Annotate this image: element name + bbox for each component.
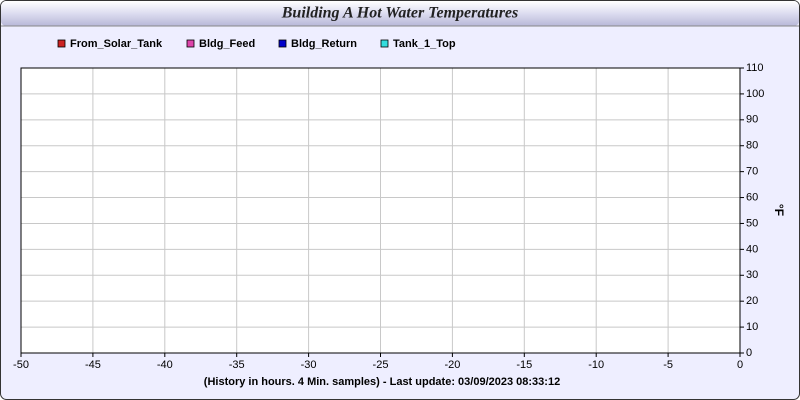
y-tick-label: 100 xyxy=(746,88,764,100)
y-tick-label: 60 xyxy=(746,191,758,203)
x-tick-label: -20 xyxy=(444,359,460,371)
footer: (History in hours. 4 Min. samples) - Las… xyxy=(204,376,560,388)
legend-label: Bldg_Feed xyxy=(199,38,255,50)
y-tick-label: 90 xyxy=(746,114,758,126)
y-tick-label: 80 xyxy=(746,140,758,152)
legend-label: Bldg_Return xyxy=(291,38,357,50)
x-tick-label: 0 xyxy=(737,359,743,371)
chart-title: Building A Hot Water Temperatures xyxy=(281,5,519,22)
legend-label: From_Solar_Tank xyxy=(70,38,163,50)
x-tick-label: -45 xyxy=(85,359,101,371)
grid xyxy=(20,67,741,354)
x-tick-label: -10 xyxy=(588,359,604,371)
y-tick-label: 110 xyxy=(746,62,764,74)
x-tick-label: -15 xyxy=(516,359,532,371)
legend-swatch xyxy=(186,39,195,48)
y-tick-label: 40 xyxy=(746,243,758,255)
y-tick-label: 20 xyxy=(746,295,758,307)
y-tick-label: 0 xyxy=(746,347,752,359)
x-tick-label: -5 xyxy=(663,359,673,371)
title-bar xyxy=(1,1,799,26)
x-tick-label: -40 xyxy=(157,359,173,371)
y-tick-label: 50 xyxy=(746,217,758,229)
legend-swatch xyxy=(278,39,287,48)
legend-swatch xyxy=(380,39,389,48)
y-tick-label: 10 xyxy=(746,321,758,333)
y-tick-label: 30 xyxy=(746,269,758,281)
x-tick-label: -25 xyxy=(373,359,389,371)
legend-swatch xyxy=(57,39,66,48)
y-tick-label: 70 xyxy=(746,166,758,178)
x-tick-label: -30 xyxy=(301,359,317,371)
x-tick-label: -50 xyxy=(13,359,29,371)
y-axis-label: °F xyxy=(772,204,786,216)
legend-label: Tank_1_Top xyxy=(393,38,456,50)
x-tick-label: -35 xyxy=(229,359,245,371)
